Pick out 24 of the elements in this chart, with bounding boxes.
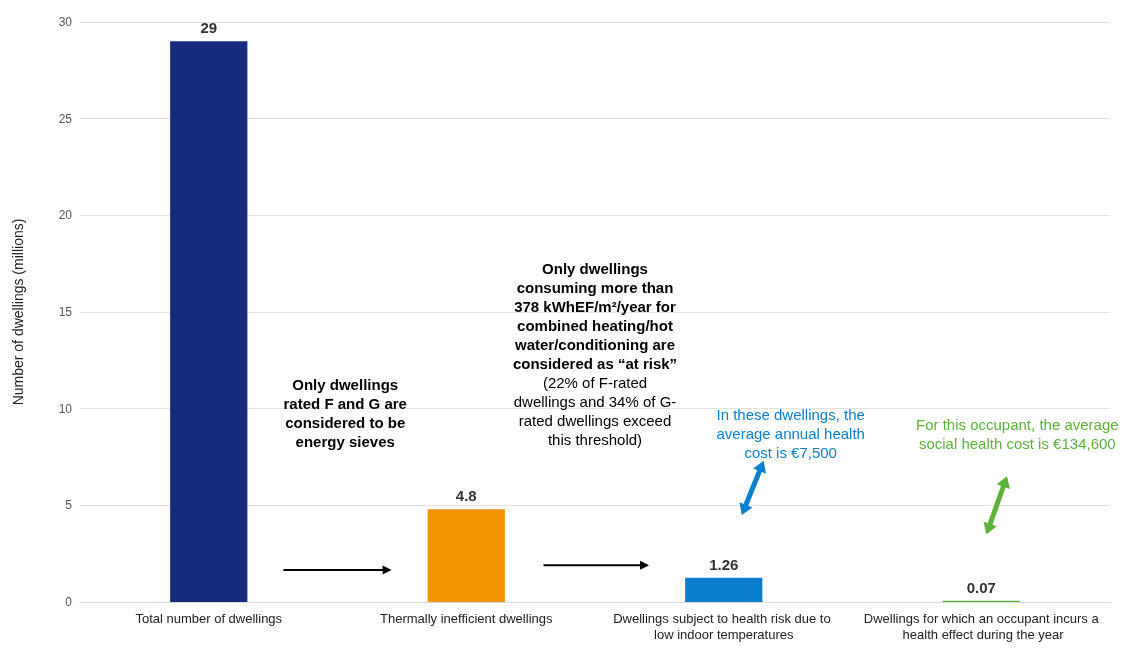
annotation: (22% of F-rated dwellings and 34% of G-rated dwellings exceed this threshold) [513, 373, 677, 448]
y-tick-label: 10 [58, 401, 73, 416]
bar [427, 509, 505, 602]
x-tick-label: Total number of dwellings [135, 610, 283, 626]
annotation: In these dwellings, the average annual health cost is €7,500 [715, 404, 866, 462]
y-tick-label: 20 [58, 208, 73, 223]
x-tick-label: Dwellings for which an occupant incurs a health effect during the year [863, 610, 1100, 642]
y-tick-label: 25 [58, 111, 73, 126]
annotation: For this occupant, the average social health cost is €134,600 [915, 414, 1120, 453]
data-label: 4.8 [455, 487, 477, 505]
y-axis-title: Number of dwellings (millions) [10, 218, 26, 406]
data-label: 29 [200, 19, 218, 37]
y-tick-label: 5 [65, 498, 73, 513]
bar [685, 577, 763, 602]
y-tick-label: 30 [58, 15, 73, 29]
annotation: Only dwellings rated F and G are considered to be energy sieves [283, 375, 407, 450]
y-tick-label: 0 [65, 595, 73, 609]
data-label: 0.07 [966, 578, 996, 596]
annotation: Only dwellings consuming more than 378 kWhEF/m²/year for combined heating/hot water/conditioning are considered as “at risk” [512, 259, 678, 372]
bar [170, 41, 248, 602]
data-label: 1.26 [709, 555, 739, 573]
x-tick-label: Dwellings subject to health risk due to low indoor temperatures [613, 610, 835, 642]
y-tick-label: 15 [58, 305, 73, 319]
x-tick-label: Thermally inefficient dwellings [380, 610, 553, 626]
